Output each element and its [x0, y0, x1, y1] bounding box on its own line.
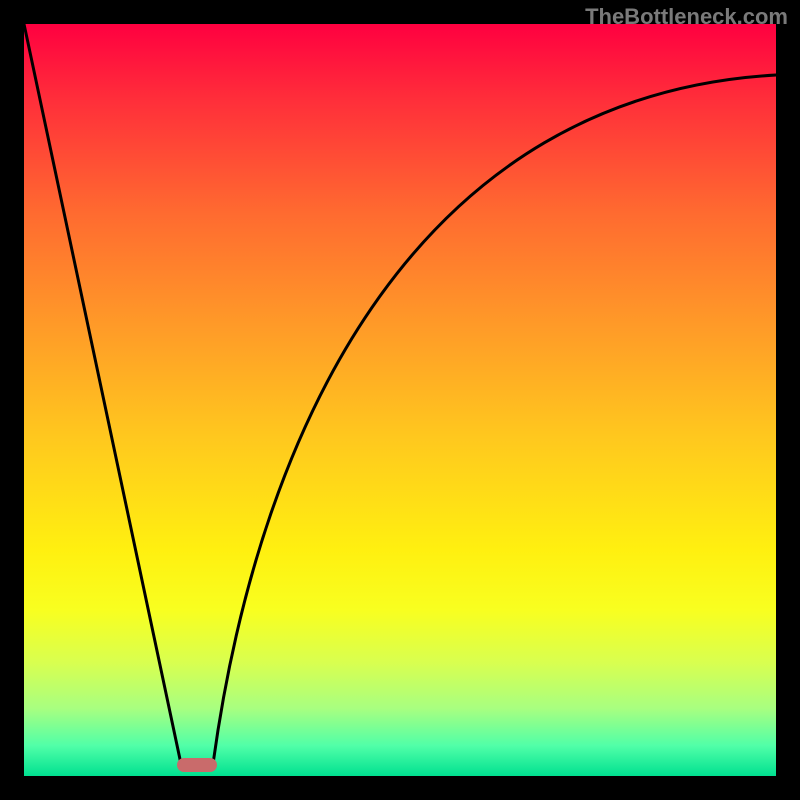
chart-container: TheBottleneck.com: [0, 0, 800, 800]
bottleneck-chart: [0, 0, 800, 800]
watermark-text: TheBottleneck.com: [585, 4, 788, 30]
